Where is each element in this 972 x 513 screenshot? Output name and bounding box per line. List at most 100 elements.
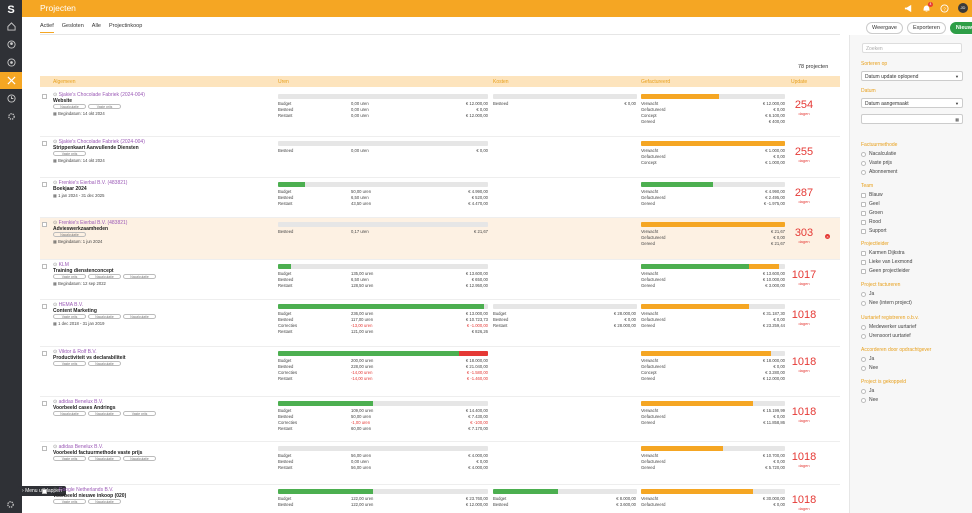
megaphone-icon[interactable] [904, 4, 913, 13]
filter-option[interactable]: Nacalculatie [861, 151, 896, 157]
option-checkbox[interactable] [861, 192, 866, 198]
option-checkbox[interactable] [861, 169, 866, 175]
tab-closed[interactable]: Gesloten [61, 23, 84, 29]
row-checkbox[interactable] [42, 489, 47, 494]
date-select[interactable]: Datum aangemaakt ▼ [861, 98, 963, 108]
filter-option[interactable]: Blauw [861, 192, 883, 198]
client-name[interactable]: adidas Benelux B.V. [58, 444, 104, 450]
client-link[interactable]: ⊙ Google Netherlands B.V. [53, 487, 113, 493]
option-checkbox[interactable] [861, 250, 866, 256]
help-icon[interactable]: ? [940, 4, 949, 13]
tab-active[interactable]: Actief [40, 23, 54, 33]
col-general[interactable]: Algemeen [53, 79, 76, 85]
new-button[interactable]: Nieuw [949, 22, 972, 34]
col-invoiced[interactable]: Gefactureerd [641, 79, 671, 85]
table-row[interactable]: ⊙ adidas Benelux B.V. Voorbeeld cases And… [40, 397, 840, 442]
export-button[interactable]: Exporteren [906, 22, 946, 34]
settings-gear-icon[interactable] [6, 500, 15, 509]
table-row[interactable]: ⊙ Viktor & Rolf B.V. Productiviteit vs de… [40, 347, 840, 397]
filter-option[interactable]: Ja [861, 388, 874, 394]
filter-option[interactable]: Vaste prijs [861, 160, 892, 166]
row-checkbox[interactable] [42, 222, 47, 227]
client-name[interactable]: Viktor & Rolf B.V. [58, 349, 97, 355]
filter-option[interactable]: Support [861, 228, 887, 234]
row-checkbox[interactable] [42, 351, 47, 356]
client-name[interactable]: Sjakie's Chocolade Fabriek (2024-004) [58, 92, 145, 98]
client-link[interactable]: ⊙ KLM [53, 262, 69, 268]
option-checkbox[interactable] [861, 228, 866, 234]
client-link[interactable]: ⊙ Viktor & Rolf B.V. [53, 349, 97, 355]
remove-icon[interactable]: × [825, 234, 830, 239]
filter-option[interactable]: Ja [861, 356, 874, 362]
project-name[interactable]: Voorbeeld nieuwe inkoop (020) [53, 493, 127, 499]
tab-all[interactable]: Alle [91, 23, 101, 29]
filter-option[interactable]: Ja [861, 291, 874, 297]
table-row[interactable]: ⊙ adidas Benelux B.V. Voorbeeld factuurme… [40, 442, 840, 485]
row-checkbox[interactable] [42, 141, 47, 146]
option-checkbox[interactable] [861, 300, 866, 306]
table-row[interactable]: ⊙ KLM Training dienstenconcept Vaste prijs… [40, 260, 840, 300]
project-name[interactable]: Boekjaar 2024 [53, 186, 87, 192]
option-checkbox[interactable] [861, 291, 866, 297]
row-checkbox[interactable] [42, 264, 47, 269]
client-link[interactable]: ⊙ HEMA B.V. [53, 302, 83, 308]
option-checkbox[interactable] [861, 388, 866, 394]
row-checkbox[interactable] [42, 446, 47, 451]
nav-settings[interactable] [0, 108, 22, 125]
table-row[interactable]: ⊙ Frenkie's Eierbal B.V. (483821) Adviesw… [40, 218, 840, 260]
option-checkbox[interactable] [861, 356, 866, 362]
row-checkbox[interactable] [42, 304, 47, 309]
filter-option[interactable]: Abonnement [861, 169, 897, 175]
project-name[interactable]: Strippenkaart Aanvullende Diensten [53, 145, 139, 151]
client-link[interactable]: ⊙ Frenkie's Eierbal B.V. (483821) [53, 180, 127, 186]
option-checkbox[interactable] [861, 160, 866, 166]
table-row[interactable]: ⊙ Frenkie's Eierbal B.V. (483821) Boekjaa… [40, 178, 840, 218]
project-name[interactable]: Content Marketing [53, 308, 97, 314]
client-link[interactable]: ⊙ Frenkie's Eierbal B.V. (483821) [53, 220, 127, 226]
nav-planning[interactable] [0, 54, 22, 71]
nav-projects[interactable] [0, 72, 22, 89]
nav-time[interactable] [0, 90, 22, 107]
filter-option[interactable]: Geel [861, 201, 880, 207]
date-range-input[interactable]: ▦ [861, 114, 963, 124]
client-name[interactable]: adidas Benelux B.V. [58, 399, 104, 405]
nav-dashboard[interactable] [0, 18, 22, 35]
project-name[interactable]: Voorbeeld cases Andrings [53, 405, 116, 411]
row-checkbox[interactable] [42, 182, 47, 187]
table-row[interactable]: ⊙ HEMA B.V. Content Marketing Vaste prijs N… [40, 300, 840, 347]
client-link[interactable]: ⊙ Sjakie's Chocolade Fabriek (2024-004) [53, 92, 145, 98]
filter-option[interactable]: Groen [861, 210, 883, 216]
option-checkbox[interactable] [861, 268, 866, 274]
option-checkbox[interactable] [861, 151, 866, 157]
filter-option[interactable]: Medewerker uurtarief [861, 324, 916, 330]
filter-option[interactable]: Geen projectleider [861, 268, 910, 274]
filter-option[interactable]: Karmen Dijkstra [861, 250, 905, 256]
client-link[interactable]: ⊙ Sjakie's Chocolade Fabriek (2024-004) [53, 139, 145, 145]
bell-icon[interactable] [922, 4, 931, 13]
row-checkbox[interactable] [42, 94, 47, 99]
option-checkbox[interactable] [861, 397, 866, 403]
filter-option[interactable]: Rood [861, 219, 881, 225]
filter-option[interactable]: Nee (intern project) [861, 300, 912, 306]
user-avatar[interactable]: JD [958, 3, 968, 13]
search-input[interactable]: Zoeken [862, 43, 962, 53]
project-name[interactable]: Website [53, 98, 73, 104]
filter-option[interactable]: Urensoort uurtarief [861, 333, 911, 339]
nav-relations[interactable] [0, 36, 22, 53]
project-name[interactable]: Voorbeeld factuurmethode vaste prijs [53, 450, 143, 456]
client-name[interactable]: Frenkie's Eierbal B.V. (483821) [58, 220, 128, 226]
option-checkbox[interactable] [861, 324, 866, 330]
option-checkbox[interactable] [861, 201, 866, 207]
filter-option[interactable]: Nee [861, 397, 878, 403]
table-row[interactable]: ⊙ Sjakie's Chocolade Fabriek (2024-004) S… [40, 137, 840, 178]
row-checkbox[interactable] [42, 401, 47, 406]
project-name[interactable]: Productiviteit vs declarabiliteit [53, 355, 126, 361]
col-costs[interactable]: Kosten [493, 79, 509, 85]
view-button[interactable]: Weergave [866, 22, 903, 34]
client-name[interactable]: Google Netherlands B.V. [58, 487, 114, 493]
project-name[interactable]: Training dienstenconcept [53, 268, 114, 274]
col-update[interactable]: Update [791, 79, 808, 85]
tab-purchase[interactable]: Projectinkoop [108, 23, 143, 29]
client-name[interactable]: HEMA B.V. [58, 302, 84, 308]
table-row[interactable]: ⊙ Google Netherlands B.V. Voorbeeld nieuw… [40, 485, 840, 513]
